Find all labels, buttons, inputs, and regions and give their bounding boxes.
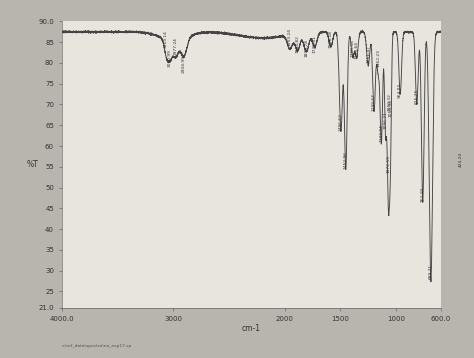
Text: 3030.99: 3030.99 <box>168 49 172 67</box>
Text: 1805.78: 1805.78 <box>304 39 309 57</box>
Text: 2904.99: 2904.99 <box>182 55 186 73</box>
Y-axis label: %T: %T <box>27 160 38 169</box>
Text: 1072.59: 1072.59 <box>386 155 390 173</box>
Text: 1162.23: 1162.23 <box>376 49 380 67</box>
Text: 815.25: 815.25 <box>415 89 419 105</box>
Text: 1496.62: 1496.62 <box>339 113 343 131</box>
Text: 1199.67: 1199.67 <box>372 93 376 111</box>
Text: 1953.24: 1953.24 <box>288 28 292 47</box>
Text: 2977.24: 2977.24 <box>173 37 178 55</box>
Text: 1060.32: 1060.32 <box>387 93 392 111</box>
Text: 1388.56: 1388.56 <box>351 39 355 57</box>
Text: 1452.96: 1452.96 <box>344 151 348 169</box>
Text: 762.10: 762.10 <box>421 187 425 202</box>
Text: 424.24: 424.24 <box>458 152 463 167</box>
Text: 1133.04: 1133.04 <box>379 124 383 142</box>
Text: 964.03: 964.03 <box>398 83 402 98</box>
Text: 1730.81: 1730.81 <box>313 35 317 53</box>
Text: 1096.21: 1096.21 <box>383 112 387 129</box>
Text: 3063.14: 3063.14 <box>164 30 168 48</box>
Text: 1884.82: 1884.82 <box>295 35 300 53</box>
Text: c:\ref_data\spectra\na_exp17.sp: c:\ref_data\spectra\na_exp17.sp <box>62 344 132 348</box>
Text: 1586.18: 1586.18 <box>329 30 333 48</box>
Text: 1251.47: 1251.47 <box>366 45 370 63</box>
Text: 1050.38: 1050.38 <box>389 99 392 117</box>
Text: 1353.64: 1353.64 <box>355 41 359 59</box>
X-axis label: cm-1: cm-1 <box>242 324 261 333</box>
Text: 689.71: 689.71 <box>429 264 433 279</box>
